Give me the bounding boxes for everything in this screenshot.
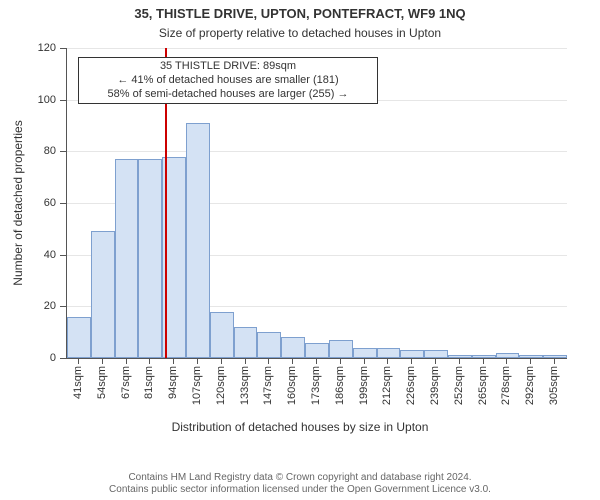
- histogram-bar: [400, 350, 424, 358]
- x-tick: [78, 358, 79, 364]
- x-tick: [268, 358, 269, 364]
- x-tick: [102, 358, 103, 364]
- histogram-bar: [257, 332, 281, 358]
- y-tick: [60, 151, 66, 152]
- x-tick: [126, 358, 127, 364]
- x-tick: [483, 358, 484, 364]
- x-tick-label: 239sqm: [429, 366, 441, 405]
- annotation-line: ← 41% of detached houses are smaller (18…: [85, 74, 371, 88]
- x-tick-label: 67sqm: [120, 366, 132, 399]
- gridline: [67, 151, 567, 152]
- histogram-bar: [377, 348, 401, 358]
- histogram-bar: [115, 159, 139, 358]
- x-tick: [387, 358, 388, 364]
- x-tick: [316, 358, 317, 364]
- credit-line-1: Contains HM Land Registry data © Crown c…: [0, 472, 600, 484]
- chart-subtitle: Size of property relative to detached ho…: [0, 26, 600, 40]
- credits-text: Contains HM Land Registry data © Crown c…: [0, 472, 600, 496]
- histogram-bar: [186, 123, 210, 358]
- x-tick-label: 54sqm: [96, 366, 108, 399]
- histogram-bar: [91, 231, 115, 358]
- histogram-bar: [329, 340, 353, 358]
- x-tick: [459, 358, 460, 364]
- x-tick-label: 278sqm: [500, 366, 512, 405]
- gridline: [67, 48, 567, 49]
- x-tick-label: 160sqm: [286, 366, 298, 405]
- y-tick-label: 20: [30, 300, 56, 312]
- y-tick: [60, 255, 66, 256]
- histogram-bar: [138, 159, 162, 358]
- histogram-bar: [424, 350, 448, 358]
- x-tick-label: 265sqm: [477, 366, 489, 405]
- y-tick-label: 80: [30, 145, 56, 157]
- credit-line-2: Contains public sector information licen…: [0, 484, 600, 496]
- y-tick-label: 100: [30, 94, 56, 106]
- x-tick: [245, 358, 246, 364]
- y-axis-label: Number of detached properties: [11, 120, 25, 285]
- y-tick-label: 60: [30, 197, 56, 209]
- x-tick-label: 292sqm: [524, 366, 536, 405]
- x-tick-label: 133sqm: [239, 366, 251, 405]
- x-tick-label: 107sqm: [191, 366, 203, 405]
- x-tick: [506, 358, 507, 364]
- x-tick: [340, 358, 341, 364]
- chart-title: 35, THISTLE DRIVE, UPTON, PONTEFRACT, WF…: [0, 6, 600, 21]
- x-tick: [149, 358, 150, 364]
- histogram-bar: [67, 317, 91, 358]
- x-tick-label: 199sqm: [358, 366, 370, 405]
- x-tick: [554, 358, 555, 364]
- x-axis-label: Distribution of detached houses by size …: [0, 420, 600, 434]
- x-tick-label: 252sqm: [453, 366, 465, 405]
- x-tick: [435, 358, 436, 364]
- annotation-box: 35 THISTLE DRIVE: 89sqm← 41% of detached…: [78, 57, 378, 104]
- x-tick-label: 186sqm: [334, 366, 346, 405]
- x-tick: [173, 358, 174, 364]
- histogram-bar: [210, 312, 234, 359]
- x-tick: [364, 358, 365, 364]
- histogram-bar: [305, 343, 329, 359]
- x-tick-label: 94sqm: [167, 366, 179, 399]
- y-tick: [60, 358, 66, 359]
- y-tick: [60, 100, 66, 101]
- x-tick: [197, 358, 198, 364]
- chart-container: 35, THISTLE DRIVE, UPTON, PONTEFRACT, WF…: [0, 0, 600, 500]
- x-tick-label: 226sqm: [405, 366, 417, 405]
- x-tick-label: 147sqm: [262, 366, 274, 405]
- y-tick-label: 0: [30, 352, 56, 364]
- y-tick-label: 40: [30, 249, 56, 261]
- histogram-bar: [353, 348, 377, 358]
- x-tick-label: 212sqm: [381, 366, 393, 405]
- x-tick-label: 41sqm: [72, 366, 84, 399]
- x-tick: [221, 358, 222, 364]
- x-tick-label: 305sqm: [548, 366, 560, 405]
- annotation-line: 35 THISTLE DRIVE: 89sqm: [85, 60, 371, 74]
- x-tick-label: 81sqm: [143, 366, 155, 399]
- y-tick-label: 120: [30, 42, 56, 54]
- x-tick-label: 120sqm: [215, 366, 227, 405]
- y-tick: [60, 48, 66, 49]
- x-tick: [292, 358, 293, 364]
- histogram-bar: [281, 337, 305, 358]
- histogram-bar: [234, 327, 258, 358]
- y-tick: [60, 306, 66, 307]
- annotation-line: 58% of semi-detached houses are larger (…: [85, 88, 371, 102]
- y-tick: [60, 203, 66, 204]
- x-tick-label: 173sqm: [310, 366, 322, 405]
- x-tick: [411, 358, 412, 364]
- x-tick: [530, 358, 531, 364]
